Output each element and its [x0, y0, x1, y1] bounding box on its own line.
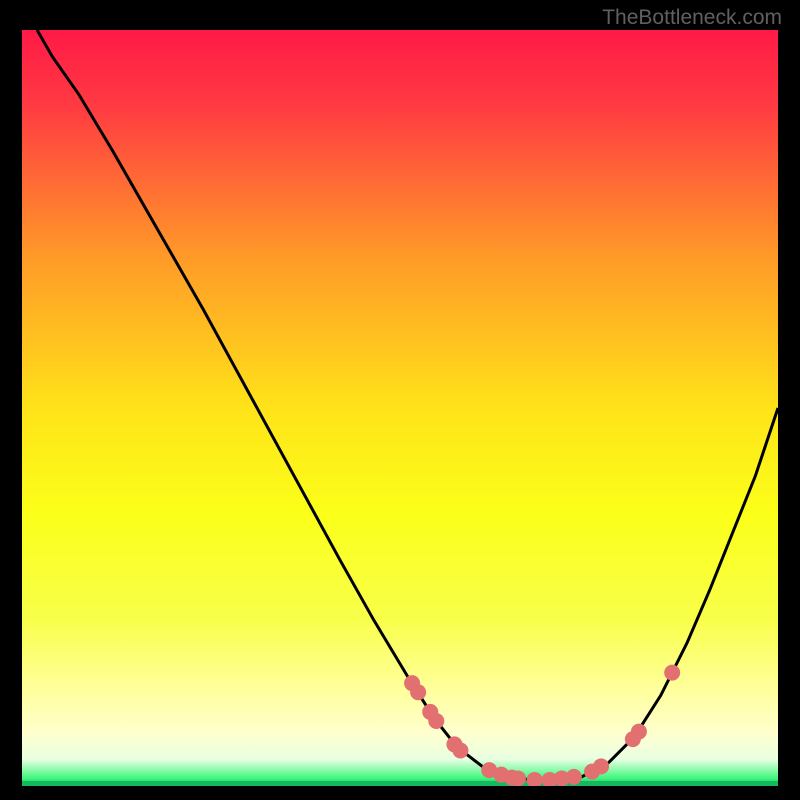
gradient-background [22, 30, 778, 786]
watermark-text: TheBottleneck.com [602, 6, 782, 30]
plot-area [22, 30, 778, 786]
